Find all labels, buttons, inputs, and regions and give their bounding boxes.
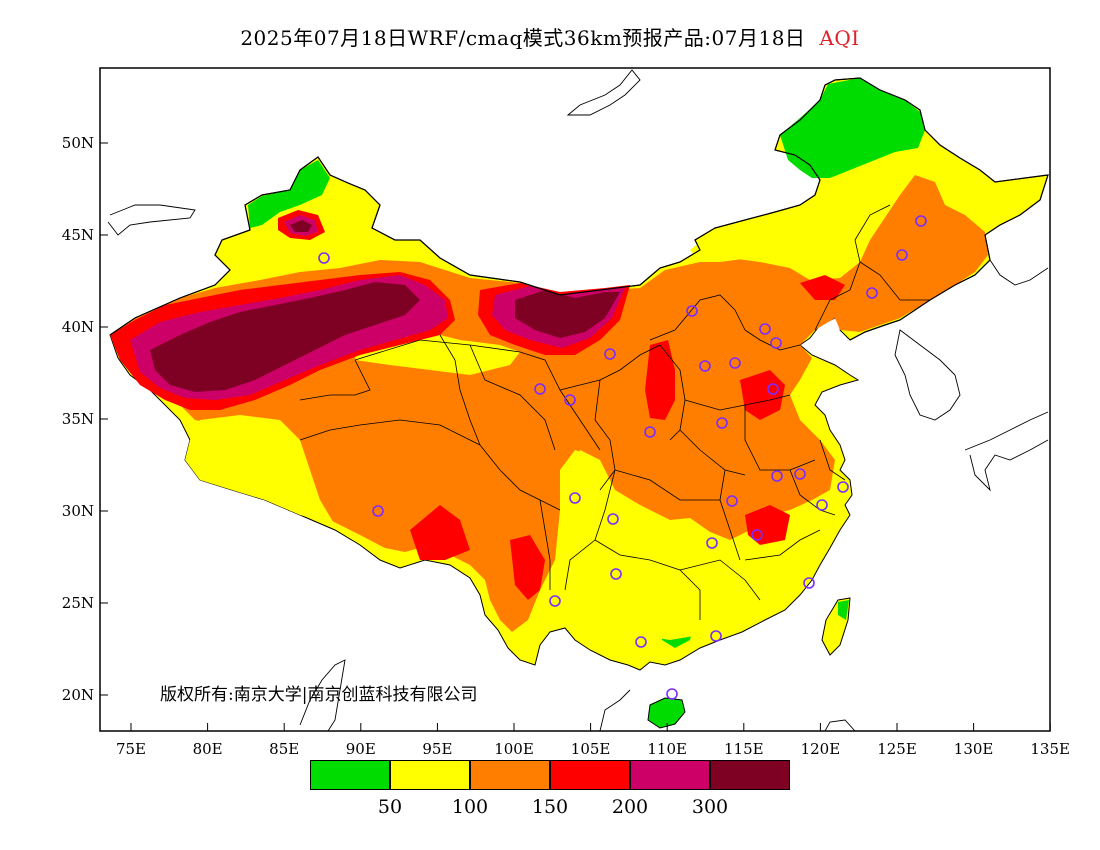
lon-label: 100E: [494, 740, 534, 758]
lon-label: 110E: [647, 740, 687, 758]
station-marker: [686, 305, 698, 317]
title-variable: AQI: [819, 26, 860, 50]
station-marker: [534, 383, 546, 395]
map-frame-border: [99, 67, 1051, 732]
lat-label: 20N: [62, 686, 94, 704]
legend-swatch-moderate: [390, 760, 470, 790]
province-boundaries: [299, 204, 930, 620]
lat-label: 35N: [62, 410, 94, 428]
yellow-zone-sichuan: [565, 450, 780, 640]
china-border: [109, 77, 1049, 341]
lat-label: 50N: [62, 134, 94, 152]
longitude-axis: 75E 80E 85E 90E 95E 100E 105E 110E 115E 120E 125E 1…: [116, 723, 1070, 758]
red-zone-north-plain: [740, 370, 785, 420]
station-marker: [771, 470, 783, 482]
red-zone-yunnan: [510, 535, 545, 600]
station-marker: [710, 630, 722, 642]
station-marker: [896, 249, 908, 261]
aqi-color-legend: [310, 760, 790, 792]
legend-threshold-label: 300: [691, 796, 729, 818]
legend-swatch-hazardous: [710, 760, 790, 790]
red-zone-hunan: [745, 505, 790, 545]
red-zone-hebei: [800, 275, 845, 300]
lon-label: 95E: [422, 740, 452, 758]
yellow-zone-tibet-south: [185, 415, 335, 525]
legend-swatch-unhealthy-sensitive: [470, 760, 550, 790]
station-marker: [770, 337, 782, 349]
station-marker: [318, 252, 330, 264]
station-marker: [803, 577, 815, 589]
lat-label: 30N: [62, 502, 94, 520]
station-marker: [706, 537, 718, 549]
lon-label: 90E: [346, 740, 376, 758]
title-main: 2025年07月18日WRF/cmaq模式36km预报产品:07月18日: [240, 26, 806, 50]
legend-swatch-very-unhealthy: [630, 760, 710, 790]
station-marker: [767, 383, 779, 395]
station-marker: [635, 636, 647, 648]
lat-label: 45N: [62, 226, 94, 244]
station-marker: [666, 688, 678, 700]
copyright-text: 版权所有:南京大学|南京创蓝科技有限公司: [160, 685, 478, 705]
lon-label: 115E: [724, 740, 764, 758]
yellow-zone-inner-mongolia: [690, 180, 880, 262]
maroon-zone-north-xj: [290, 220, 312, 232]
legend-threshold-label: 150: [531, 796, 569, 818]
green-zone-hainan: [647, 697, 686, 729]
station-marker: [569, 492, 581, 504]
red-zone-shanxi: [645, 340, 675, 420]
city-station-markers: [318, 215, 927, 700]
station-marker: [816, 499, 828, 511]
station-marker: [759, 323, 771, 335]
map-title: 2025年07月18日WRF/cmaq模式36km预报产品:07月18日 AQI: [0, 22, 1100, 51]
station-marker: [915, 215, 927, 227]
station-marker: [372, 505, 384, 517]
lat-label: 25N: [62, 594, 94, 612]
lon-label: 135E: [1030, 740, 1070, 758]
station-marker: [837, 481, 849, 493]
lon-label: 120E: [801, 740, 841, 758]
station-marker: [610, 568, 622, 580]
station-marker: [716, 417, 728, 429]
station-marker: [794, 468, 806, 480]
legend-threshold-labels: 50 100 150 200 300: [0, 796, 1100, 820]
legend-swatch-good: [310, 760, 390, 790]
lon-label: 85E: [269, 740, 299, 758]
lon-label: 80E: [193, 740, 223, 758]
taiwan-green: [838, 600, 849, 620]
station-marker: [644, 426, 656, 438]
station-marker: [607, 513, 619, 525]
station-marker: [729, 357, 741, 369]
latitude-axis: 50N 45N 40N 35N 30N 25N 20N: [62, 134, 108, 704]
lon-label: 75E: [116, 740, 146, 758]
station-marker: [604, 348, 616, 360]
neighbor-coastlines: [107, 69, 1049, 731]
lat-label: 40N: [62, 318, 94, 336]
green-zone-northwest: [248, 160, 330, 228]
lon-label: 125E: [877, 740, 917, 758]
lon-label: 105E: [571, 740, 611, 758]
maroon-zone-tarim: [150, 282, 420, 392]
station-marker: [866, 287, 878, 299]
station-marker: [549, 595, 561, 607]
maroon-zone-gansu: [515, 290, 620, 338]
station-marker: [751, 529, 763, 541]
station-marker: [564, 394, 576, 406]
legend-swatch-unhealthy: [550, 760, 630, 790]
red-zone-tibet-east: [410, 505, 470, 560]
station-marker: [699, 360, 711, 372]
station-marker: [726, 495, 738, 507]
legend-threshold-label: 100: [451, 796, 489, 818]
green-zone-northeast: [780, 78, 925, 178]
legend-threshold-label: 200: [611, 796, 649, 818]
lon-label: 130E: [954, 740, 994, 758]
legend-threshold-label: 50: [377, 796, 403, 818]
